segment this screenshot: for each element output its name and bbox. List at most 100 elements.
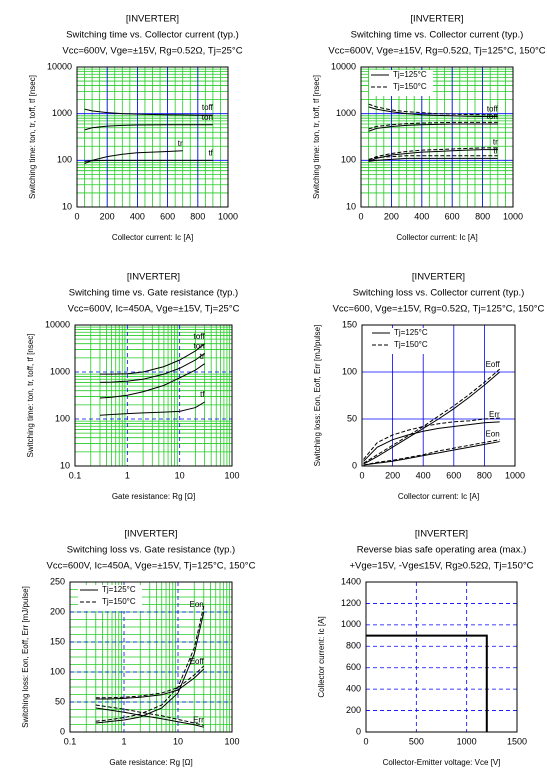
curve-label: tf (493, 147, 498, 156)
legend-label: Tj=150°C (393, 82, 427, 91)
data-line (95, 704, 204, 726)
y-axis-label: Switching time: ton, tr, toff, tf [nsec] (28, 75, 37, 199)
x-tick-label: 0 (358, 211, 363, 221)
x-tick-label: 400 (416, 470, 431, 480)
x-tick-label: 400 (414, 211, 429, 221)
y-axis-label: Switching time: ton, tr, toff, tf [nsec] (26, 334, 35, 458)
curve-label: Eon (190, 600, 204, 609)
y-tick-label: 100 (50, 666, 65, 676)
curve-label: ton (202, 113, 213, 122)
x-axis-label: Collector-Emitter voltage: Vce [V] (383, 758, 501, 767)
x-tick-label: 800 (190, 211, 205, 221)
y-tick-label: 0 (352, 460, 357, 470)
y-tick-label: 800 (346, 641, 361, 651)
x-axis-label: Gate resistance: Rg [Ω] (112, 492, 195, 501)
y-tick-label: 0 (356, 726, 361, 736)
y-tick-label: 600 (346, 662, 361, 672)
x-tick-label: 600 (445, 211, 460, 221)
chart-conditions: Vcc=600V, Ic=450A, Vge=±15V, Tj=25°C (68, 304, 240, 315)
data-line (363, 441, 500, 466)
y-tick-label: 250 (50, 576, 65, 586)
data-line (99, 401, 205, 416)
legend-label: Tj=150°C (102, 597, 136, 606)
x-axis-label: Collector current: Ic [A] (398, 492, 479, 501)
x-tick-label: 0 (363, 736, 368, 746)
data-line (368, 155, 498, 160)
y-tick-label: 100 (342, 366, 357, 376)
chart-subtitle: Switching loss vs. Gate resistance (typ.… (67, 545, 235, 556)
x-tick-label: 1000 (457, 736, 477, 746)
y-tick-label: 200 (346, 705, 361, 715)
data-line (99, 352, 205, 383)
curve-label: Err (489, 410, 500, 419)
legend-label: Tj=125°C (102, 585, 136, 594)
x-tick-label: 0.1 (69, 470, 82, 480)
y-tick-label: 200 (50, 606, 65, 616)
data-line (368, 123, 498, 132)
plot-frame (361, 324, 516, 467)
data-line (368, 157, 498, 162)
x-axis-label: Gate resistance: Rg [Ω] (109, 758, 192, 767)
chart-title: [INVERTER] (127, 272, 180, 283)
x-tick-label: 200 (385, 470, 400, 480)
y-tick-label: 50 (347, 413, 357, 423)
curve-label: toff (194, 332, 206, 341)
y-tick-label: 100 (57, 155, 72, 165)
x-axis-label: Collector current: Ic [A] (112, 233, 193, 242)
x-tick-label: 1 (125, 470, 130, 480)
x-tick-label: 800 (477, 470, 492, 480)
chart-title: [INVERTER] (415, 529, 468, 540)
x-tick-label: 600 (446, 470, 461, 480)
y-tick-label: 10000 (331, 61, 356, 71)
y-tick-label: 10000 (45, 319, 70, 329)
plot-frame (360, 66, 514, 208)
data-line (95, 707, 204, 728)
x-tick-label: 10 (173, 736, 183, 746)
curve-label: ton (194, 341, 205, 350)
x-tick-label: 800 (475, 211, 490, 221)
y-tick-label: 150 (50, 636, 65, 646)
x-tick-label: 10 (175, 470, 185, 480)
data-line (99, 363, 205, 399)
plot-frame (74, 324, 233, 467)
legend-label: Tj=125°C (394, 328, 428, 337)
chart-title: [INVERTER] (410, 14, 463, 25)
y-tick-label: 1400 (341, 576, 361, 586)
y-tick-label: 1000 (50, 366, 70, 376)
data-line (95, 665, 205, 699)
x-tick-label: 600 (160, 211, 175, 221)
x-tick-label: 400 (130, 211, 145, 221)
data-line (95, 611, 205, 724)
x-tick-label: 200 (384, 211, 399, 221)
data-line (95, 668, 205, 700)
data-line (95, 605, 205, 722)
curve-label: Eoff (486, 360, 501, 369)
x-axis-label: Collector current: Ic [A] (396, 233, 477, 242)
x-tick-label: 500 (409, 736, 424, 746)
chart-subtitle: Reverse bias safe operating area (max.) (357, 545, 527, 556)
x-tick-label: 1000 (505, 470, 525, 480)
y-tick-label: 150 (342, 319, 357, 329)
y-axis-label: Switching time: ton, tr, toff, tf [nsec] (312, 75, 321, 199)
plot-frame (76, 66, 229, 208)
y-tick-label: 10 (60, 460, 70, 470)
y-tick-label: 10 (346, 201, 356, 211)
data-line (368, 106, 498, 117)
curve-label: Eoff (190, 657, 205, 666)
curve-label: Eon (485, 430, 499, 439)
y-tick-label: 10000 (47, 61, 72, 71)
x-tick-label: 100 (224, 470, 239, 480)
chart-conditions: Vcc=600V, Vge=±15V, Rg=0.52Ω, Tj=125°C, … (328, 46, 545, 57)
x-tick-label: 1500 (507, 736, 527, 746)
data-line (99, 343, 205, 375)
data-line (368, 121, 498, 130)
x-tick-label: 1 (121, 736, 126, 746)
x-tick-label: 0.1 (64, 736, 77, 746)
y-tick-label: 1000 (336, 108, 356, 118)
data-line (363, 421, 500, 462)
data-line (363, 368, 501, 464)
data-line (366, 634, 488, 732)
curve-label: ton (487, 112, 498, 121)
y-tick-label: 100 (341, 155, 356, 165)
data-line (363, 439, 500, 466)
